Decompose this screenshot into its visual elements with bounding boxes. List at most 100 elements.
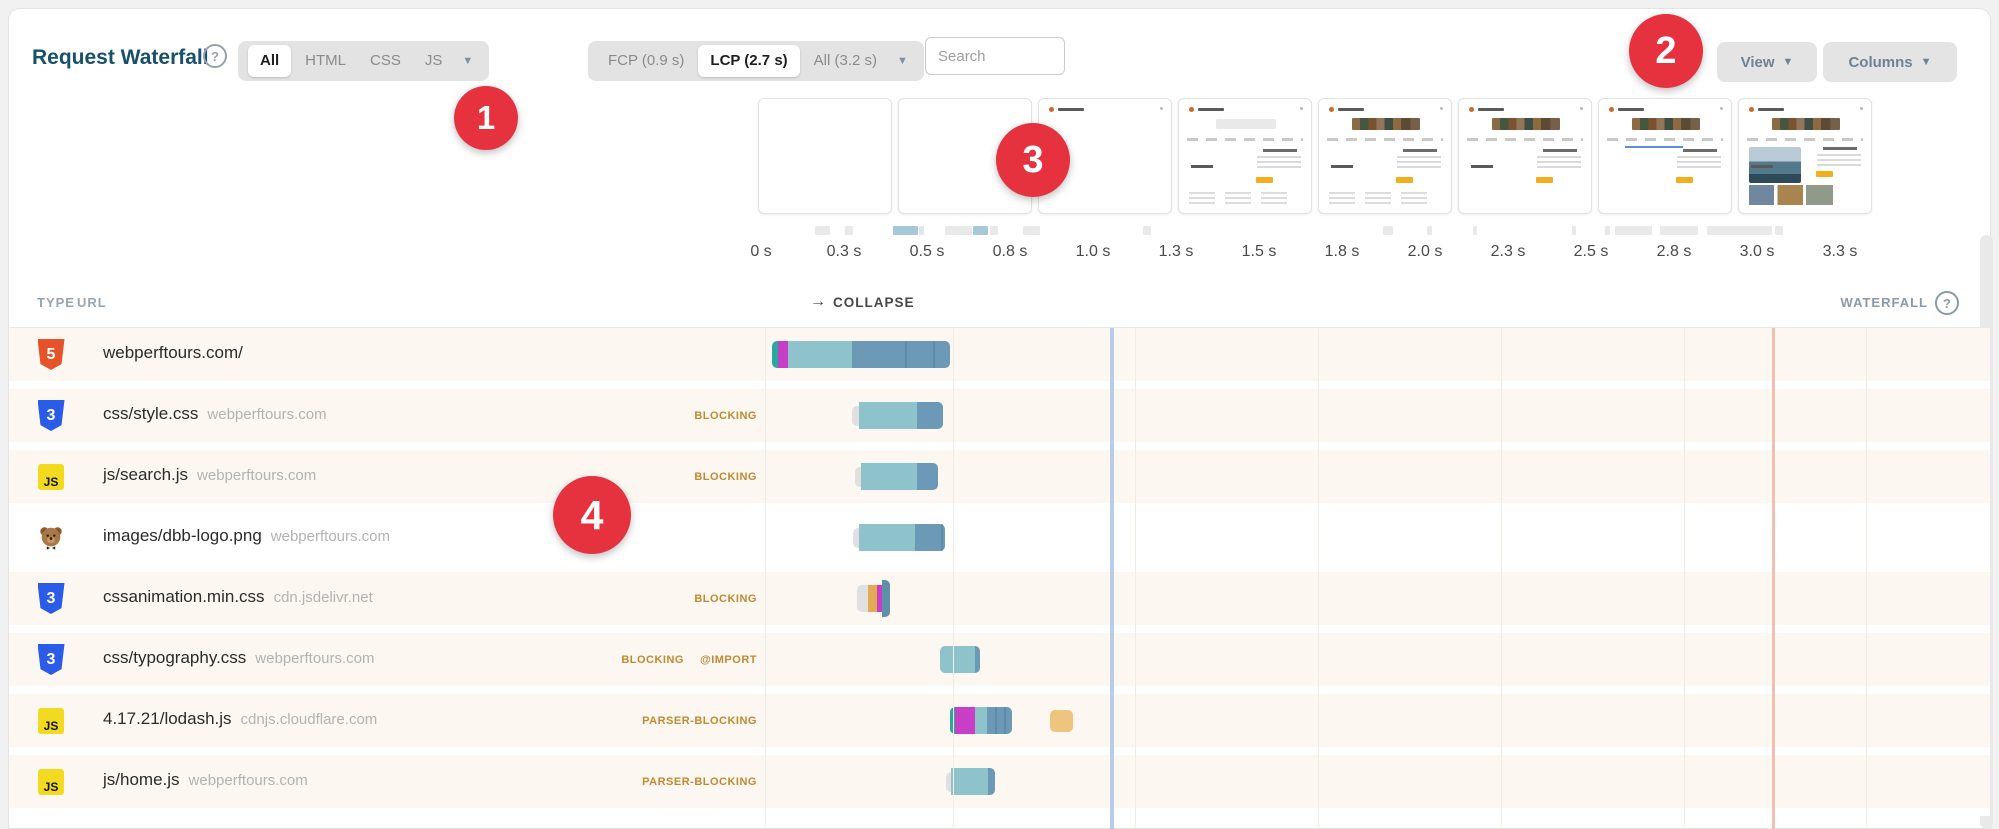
search-input[interactable] xyxy=(925,37,1065,75)
waterfall-bar[interactable] xyxy=(9,572,1990,625)
filter-option[interactable]: HTML xyxy=(305,52,347,69)
thumb-x-shape xyxy=(1860,107,1863,110)
request-row[interactable]: JS js/search.js webperftours.com BLOCKIN… xyxy=(9,450,1990,511)
blocking-flag: BLOCKING xyxy=(694,470,757,483)
thumb-btn-shape xyxy=(1536,177,1553,183)
request-url: js/search.js xyxy=(103,465,189,484)
thumb-col-shape xyxy=(1329,192,1355,204)
request-row[interactable]: images/dbb-logo.png webperftours.com xyxy=(9,511,1990,572)
request-domain: webperftours.com xyxy=(188,772,308,789)
time-tick-label: 2.5 s xyxy=(1573,243,1609,260)
filmstrip-thumb[interactable] xyxy=(1738,98,1872,214)
filter-option[interactable]: All xyxy=(248,45,292,77)
collapse-label: COLLAPSE xyxy=(833,294,915,310)
filmstrip-thumb[interactable] xyxy=(1178,98,1312,214)
bar-segment-dark xyxy=(975,646,980,673)
overview-strip-segment xyxy=(1023,226,1040,235)
filmstrip-thumb[interactable] xyxy=(1318,98,1452,214)
waterfall-bar[interactable] xyxy=(9,694,1990,747)
request-url-cell: css/style.css webperftours.com xyxy=(103,389,327,442)
overview-strip-segment xyxy=(990,226,998,235)
thumb-title-shape xyxy=(1758,108,1784,111)
bar-segment-magenta xyxy=(877,585,882,612)
thumb-nav-shape xyxy=(1747,138,1863,141)
waterfall-bar[interactable] xyxy=(9,389,1990,442)
bar-segment-dark xyxy=(917,463,938,490)
chevron-down-icon: ▼ xyxy=(1920,56,1932,68)
request-row[interactable]: JS 4.17.21/lodash.js cdnjs.cloudflare.co… xyxy=(9,694,1990,755)
thumb-photos-shape xyxy=(1632,118,1700,130)
request-row[interactable]: 3 css/style.css webperftours.com BLOCKIN… xyxy=(9,389,1990,450)
request-url-cell: cssanimation.min.css cdn.jsdelivr.net xyxy=(103,572,373,625)
request-row[interactable]: JS js/home.js webperftours.com PARSER-BL… xyxy=(9,755,1990,816)
annotation-badge-4: 4 xyxy=(553,476,631,554)
view-label: View xyxy=(1740,53,1775,71)
overview-strip-segment xyxy=(1473,226,1477,235)
resource-type-cell: 5 xyxy=(37,328,65,381)
waterfall-bar[interactable] xyxy=(9,755,1990,808)
time-tick-label: 0.8 s xyxy=(992,243,1028,260)
columns-dropdown-button[interactable]: Columns ▼ xyxy=(1823,42,1957,82)
bar-segment-light xyxy=(975,707,987,734)
overview-strip-segment xyxy=(815,226,830,235)
request-row[interactable]: 3 css/typography.css webperftours.com BL… xyxy=(9,633,1990,694)
waterfall-bar[interactable] xyxy=(9,511,1990,564)
request-url-cell: webperftours.com/ xyxy=(103,328,243,381)
filmstrip-thumb[interactable] xyxy=(1598,98,1732,214)
title-help-icon[interactable]: ? xyxy=(203,44,227,68)
request-domain: webperftours.com xyxy=(255,650,375,667)
thumb-lines-shape xyxy=(1677,156,1721,171)
filter-option[interactable]: JS xyxy=(424,52,443,69)
waterfall-help-icon[interactable]: ? xyxy=(1935,291,1959,315)
filmstrip-thumb[interactable] xyxy=(758,98,892,214)
waterfall-bar[interactable] xyxy=(9,328,1990,381)
columns-label: Columns xyxy=(1848,53,1913,71)
thumb-title-shape xyxy=(1198,108,1224,111)
waterfall-bar[interactable] xyxy=(9,633,1990,686)
request-flags: BLOCKING @IMPORT xyxy=(409,633,757,686)
blocking-flag: @IMPORT xyxy=(699,653,757,666)
chevron-down-icon[interactable]: ▼ xyxy=(897,55,908,67)
blocking-flag: PARSER-BLOCKING xyxy=(642,775,757,788)
page-title: Request Waterfall xyxy=(32,46,209,69)
blocking-flag: BLOCKING xyxy=(694,409,757,422)
thumb-h-shape xyxy=(1823,147,1857,150)
thumb-col-shape xyxy=(1401,192,1427,204)
thumb-title-shape xyxy=(1338,108,1364,111)
request-domain: cdnjs.cloudflare.com xyxy=(240,711,378,728)
thumb-btn-shape xyxy=(1816,171,1833,177)
chevron-down-icon[interactable]: ▼ xyxy=(462,55,474,67)
thumb-col-shape xyxy=(1189,192,1215,204)
bar-segment-magenta xyxy=(778,341,788,368)
bar-segment-light xyxy=(940,646,975,673)
filter-option[interactable]: FCP (0.9 s) xyxy=(608,52,685,69)
overview-strip-segment xyxy=(1775,226,1783,235)
request-url-cell: js/search.js webperftours.com xyxy=(103,450,316,503)
bar-segment-gray xyxy=(855,466,861,487)
time-tick-label: 2.8 s xyxy=(1656,243,1692,260)
thumb-nav-shape xyxy=(1467,138,1583,141)
filter-option[interactable]: All (3.2 s) xyxy=(813,52,878,69)
thumb-x-shape xyxy=(1440,107,1443,110)
thumb-h-shape xyxy=(1543,149,1577,152)
filmstrip-thumb[interactable] xyxy=(1458,98,1592,214)
filter-option[interactable]: LCP (2.7 s) xyxy=(698,45,800,77)
request-row[interactable]: 3 cssanimation.min.css cdn.jsdelivr.net … xyxy=(9,572,1990,633)
javascript-icon: JS xyxy=(38,463,64,490)
thumb-col-shape xyxy=(1365,192,1391,204)
thumb-btn-shape xyxy=(1676,177,1693,183)
request-row[interactable]: 5 webperftours.com/ xyxy=(9,328,1990,389)
view-dropdown-button[interactable]: View ▼ xyxy=(1717,42,1817,82)
filter-option[interactable]: CSS xyxy=(370,52,401,69)
collapse-button[interactable]: → COLLAPSE xyxy=(810,293,915,311)
request-flags: PARSER-BLOCKING xyxy=(409,694,757,747)
time-tick-label: 2.3 s xyxy=(1490,243,1526,260)
waterfall-bar[interactable] xyxy=(9,450,1990,503)
segment-divider xyxy=(905,341,907,368)
column-header-url: URL xyxy=(77,295,107,310)
column-header-waterfall: WATERFALL xyxy=(1840,295,1928,310)
resource-type-cell: JS xyxy=(37,694,65,747)
request-domain: webperftours.com xyxy=(197,467,317,484)
request-url-cell: js/home.js webperftours.com xyxy=(103,755,308,808)
thumb-lines-shape xyxy=(1257,156,1301,171)
